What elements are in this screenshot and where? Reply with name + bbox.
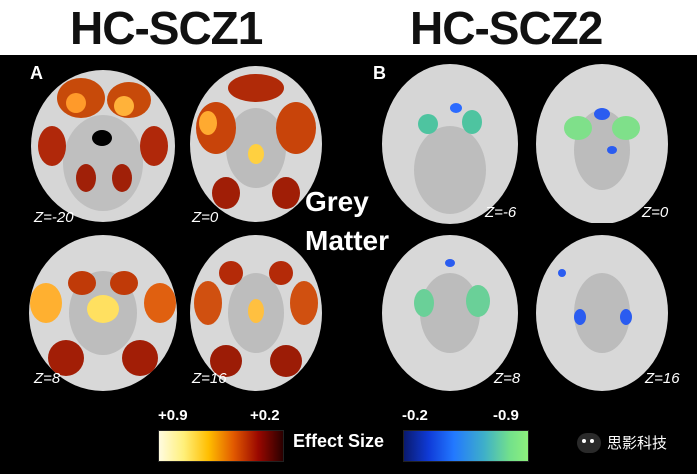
brain-slice-left-2 [186, 58, 326, 223]
z-label-left-4: Z=16 [192, 370, 227, 387]
brain-slice-right-1 [380, 60, 520, 225]
panel-letter-b: B [373, 63, 386, 83]
z-label-right-3: Z=8 [494, 370, 521, 387]
z-label-right-4: Z=16 [645, 370, 680, 387]
watermark-text: 思影科技 [607, 434, 668, 452]
z-label-left-1: Z=-20 [34, 209, 74, 226]
title-hc-scz1: HC-SCZ1 [70, 2, 263, 54]
warm-scale-high: +0.9 [158, 407, 188, 424]
warm-colorbar [158, 430, 284, 462]
warm-scale-low: +0.2 [250, 407, 280, 424]
cool-scale-low: -0.2 [402, 407, 428, 424]
watermark: 思影科技 [577, 432, 667, 453]
cool-scale-high: -0.9 [493, 407, 519, 424]
panel-letter-a: A [30, 63, 43, 83]
z-label-right-2: Z=0 [642, 204, 669, 221]
z-label-right-1: Z=-6 [485, 204, 517, 221]
wechat-icon [577, 432, 601, 453]
brain-slice-right-2 [532, 58, 672, 223]
brain-slice-right-4 [532, 233, 672, 393]
brain-slice-left-4 [186, 233, 326, 393]
z-label-left-3: Z=8 [34, 370, 61, 387]
brain-slice-left-3 [26, 233, 181, 393]
brain-slice-left-1 [26, 58, 181, 223]
cool-colorbar [403, 430, 529, 462]
effect-size-label: Effect Size [293, 431, 385, 451]
label-grey: Grey [305, 186, 369, 217]
z-label-left-2: Z=0 [192, 209, 219, 226]
title-hc-scz2: HC-SCZ2 [410, 2, 603, 54]
brain-slice-right-3 [380, 233, 520, 393]
label-matter: Matter [305, 225, 390, 256]
